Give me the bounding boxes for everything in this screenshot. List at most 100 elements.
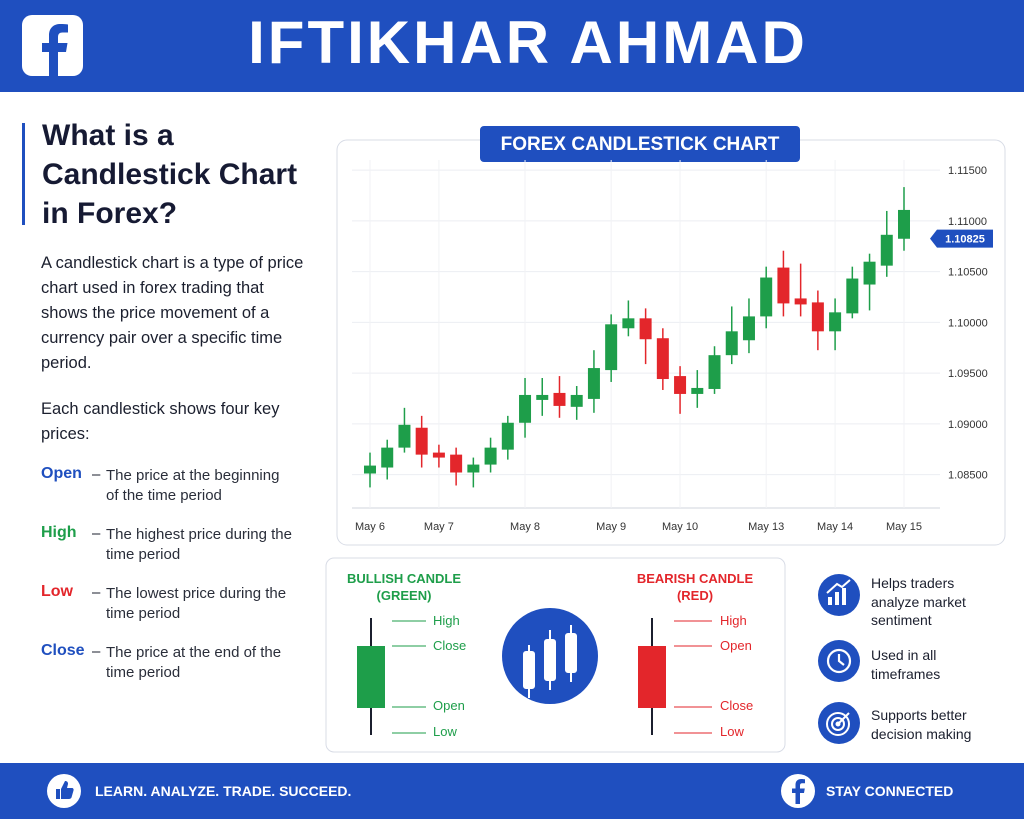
x-tick-label: May 15: [886, 521, 922, 533]
candle-body: [450, 454, 463, 473]
facebook-glyph: [792, 779, 805, 804]
footer-connect[interactable]: STAY CONNECTED: [826, 783, 954, 799]
feature-text: Supports better decision making: [871, 707, 972, 742]
candle-body: [742, 316, 755, 341]
term: Low: [41, 583, 73, 600]
candle-body: [863, 261, 876, 285]
y-tick-label: 1.08500: [948, 470, 988, 482]
bearish-label: High: [720, 613, 747, 628]
candle-body: [553, 392, 566, 406]
x-tick-label: May 9: [596, 521, 626, 533]
price-tag-label: 1.10825: [945, 234, 985, 246]
candle-body: [587, 368, 600, 399]
x-tick-label: May 14: [817, 521, 853, 533]
candle-body: [898, 209, 910, 239]
bearish-label: Low: [720, 724, 744, 739]
bearish-subtitle: (RED): [676, 588, 714, 603]
candle-body: [364, 465, 376, 474]
candle-body: [811, 302, 824, 332]
bullish-body: [357, 646, 385, 708]
bullish-label: High: [433, 613, 460, 628]
term: Open: [41, 465, 82, 482]
footer-tagline: LEARN. ANALYZE. TRADE. SUCCEED.: [95, 783, 352, 799]
bearish-title: BEARISH CANDLE: [636, 571, 754, 586]
candle-body: [519, 394, 532, 423]
candle-body: [501, 422, 514, 450]
feature-text: Used in all timeframes: [871, 647, 941, 682]
x-tick-label: May 10: [662, 521, 698, 533]
term-description: The highest price during the time period: [106, 526, 292, 563]
feature-icon-glyph: [826, 712, 850, 736]
candle-body: [570, 394, 583, 407]
candle-body: [484, 447, 497, 465]
candle-body: [381, 447, 394, 468]
candle-body: [467, 464, 480, 473]
intro-subheading: Each candlestick shows four key prices:: [41, 400, 280, 443]
header-title: IFTIKHAR AHMAD: [248, 9, 808, 76]
heading: What is a Candlestick Chart in Forex?: [42, 119, 298, 230]
footer-bar: [0, 763, 1024, 819]
candle-body: [725, 331, 738, 356]
y-tick-label: 1.09000: [948, 419, 988, 431]
candle-body: [674, 376, 687, 394]
bearish-label: Open: [720, 638, 752, 653]
accent-bar: [22, 123, 25, 225]
price-tag: [930, 229, 993, 248]
y-tick-label: 1.11500: [948, 165, 987, 177]
term-description: The lowest price during the time period: [106, 585, 287, 622]
y-tick-label: 1.10000: [948, 317, 988, 329]
candle-body: [794, 298, 807, 305]
bearish-body: [638, 646, 666, 708]
plot: 1.11500 1.11000 1.10500 1.10000 1.09500 1.090…: [352, 160, 993, 533]
candle-body: [708, 355, 721, 389]
facebook-f: [42, 24, 68, 76]
bullish-label: Open: [433, 698, 465, 713]
term-description: The price at the beginning of the time p…: [106, 467, 280, 504]
candle-body: [639, 318, 652, 340]
candle-body: [760, 277, 773, 317]
chart-card: [336, 139, 1006, 546]
candles-icon-glyph: [523, 625, 577, 698]
feature-icon-glyph: [826, 579, 851, 605]
separator: –: [92, 466, 101, 483]
x-tick-label: May 6: [355, 521, 385, 533]
separator: –: [92, 584, 101, 601]
candle-body: [691, 387, 704, 394]
candle-body: [432, 452, 445, 458]
candle-body: [398, 424, 411, 448]
bullish-label: Low: [433, 724, 457, 739]
candle-body: [605, 324, 618, 371]
chart-title: FOREX CANDLESTICK CHART: [501, 134, 780, 155]
candle-body: [777, 267, 790, 304]
separator: –: [92, 525, 101, 542]
x-tick-label: May 8: [510, 521, 540, 533]
term: High: [41, 524, 77, 541]
candle-body: [656, 338, 669, 380]
bullish-pointers: [392, 620, 426, 734]
bullish-label: Close: [433, 638, 467, 653]
candle-body: [880, 234, 893, 266]
intro-paragraph: A candlestick chart is a type of price c…: [41, 254, 304, 372]
x-tick-label: May 7: [424, 521, 454, 533]
term-description: The price at the end of the time period: [106, 644, 282, 681]
y-tick-label: 1.11000: [948, 216, 987, 228]
separator: –: [92, 643, 101, 660]
y-tick-label: 1.10500: [948, 267, 988, 279]
bullish-subtitle: (GREEN): [376, 588, 432, 603]
like-glyph: [56, 781, 74, 799]
candle-body: [536, 394, 549, 400]
term: Close: [41, 642, 85, 659]
y-tick-label: 1.09500: [948, 368, 988, 380]
bearish-label: Close: [720, 698, 754, 713]
chart-title-chip: [480, 126, 800, 162]
feature-icon-glyph: [826, 648, 852, 674]
header-bar: [0, 0, 1024, 92]
candle-body: [829, 312, 842, 332]
bullish-title: BULLISH CANDLE: [346, 571, 462, 586]
feature-text: Helps traders analyze market sentiment: [871, 575, 966, 628]
candle-body: [415, 427, 428, 455]
bearish-pointers: [674, 620, 712, 734]
x-tick-label: May 13: [748, 521, 784, 533]
